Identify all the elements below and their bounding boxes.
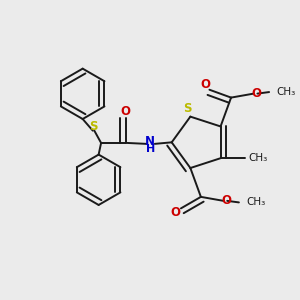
Text: CH₃: CH₃ bbox=[249, 153, 268, 163]
Text: O: O bbox=[170, 206, 180, 219]
Text: O: O bbox=[251, 87, 261, 100]
Text: S: S bbox=[183, 103, 191, 116]
Text: O: O bbox=[121, 105, 130, 118]
Text: CH₃: CH₃ bbox=[247, 197, 266, 207]
Text: CH₃: CH₃ bbox=[277, 87, 296, 97]
Text: O: O bbox=[221, 194, 231, 207]
Text: H: H bbox=[146, 144, 155, 154]
Text: O: O bbox=[201, 78, 211, 91]
Text: S: S bbox=[89, 120, 98, 133]
Text: N: N bbox=[145, 135, 155, 148]
